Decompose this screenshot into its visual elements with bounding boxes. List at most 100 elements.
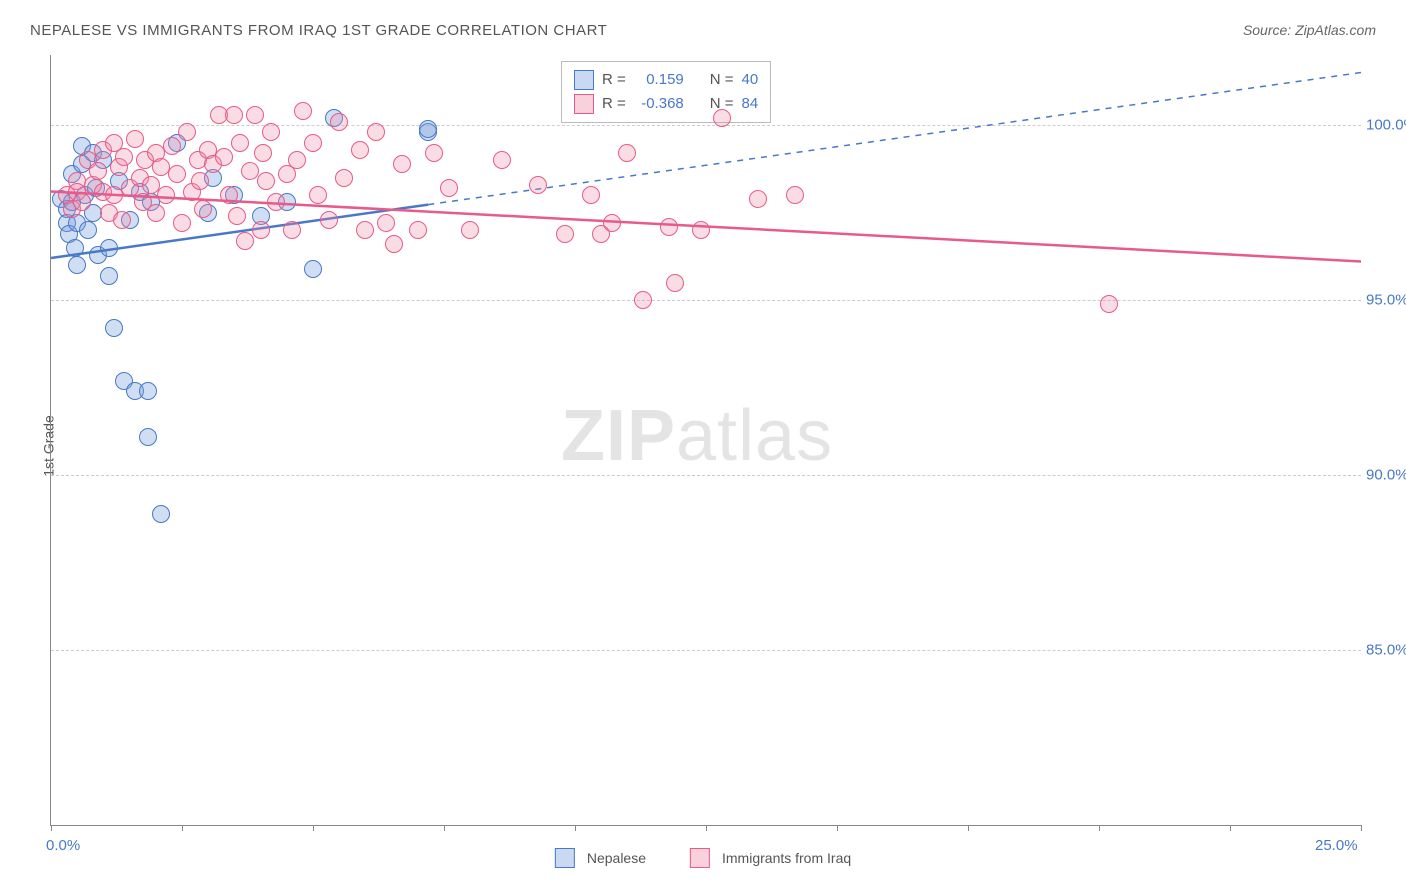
scatter-point: [236, 232, 254, 250]
scatter-point: [262, 123, 280, 141]
r-label: R =: [602, 92, 626, 116]
scatter-point: [393, 155, 411, 173]
scatter-point: [1100, 295, 1118, 313]
scatter-point: [351, 141, 369, 159]
scatter-point: [139, 382, 157, 400]
x-tick: [968, 825, 969, 831]
x-tick-label: 0.0%: [46, 837, 80, 854]
scatter-point: [749, 190, 767, 208]
scatter-point: [320, 211, 338, 229]
scatter-point: [692, 221, 710, 239]
scatter-point: [147, 204, 165, 222]
scatter-point: [139, 428, 157, 446]
scatter-point: [257, 172, 275, 190]
y-tick-label: 90.0%: [1366, 467, 1406, 484]
source-label: Source: ZipAtlas.com: [1243, 22, 1376, 38]
scatter-point: [115, 148, 133, 166]
scatter-point: [529, 176, 547, 194]
scatter-point: [152, 505, 170, 523]
scatter-point: [231, 134, 249, 152]
scatter-point: [582, 186, 600, 204]
plot-area: ZIPatlas R = 0.159 N = 40 R = -0.368 N =…: [50, 55, 1361, 826]
chart-title: NEPALESE VS IMMIGRANTS FROM IRAQ 1ST GRA…: [30, 22, 607, 39]
scatter-point: [194, 200, 212, 218]
legend-label: Immigrants from Iraq: [722, 850, 851, 866]
gridline: [51, 125, 1361, 126]
scatter-point: [786, 186, 804, 204]
scatter-point: [89, 162, 107, 180]
y-tick-label: 95.0%: [1366, 292, 1406, 309]
n-value: 84: [742, 92, 759, 116]
legend-label: Nepalese: [587, 850, 646, 866]
scatter-point: [228, 207, 246, 225]
scatter-point: [100, 267, 118, 285]
scatter-point: [163, 137, 181, 155]
scatter-point: [440, 179, 458, 197]
correlation-legend: R = 0.159 N = 40 R = -0.368 N = 84: [561, 61, 771, 123]
scatter-point: [178, 123, 196, 141]
gridline: [51, 650, 1361, 651]
scatter-point: [254, 144, 272, 162]
scatter-point: [157, 186, 175, 204]
x-tick: [575, 825, 576, 831]
scatter-point: [168, 165, 186, 183]
scatter-point: [126, 130, 144, 148]
scatter-point: [220, 186, 238, 204]
x-tick: [313, 825, 314, 831]
watermark-zip: ZIP: [561, 396, 676, 476]
scatter-point: [68, 256, 86, 274]
scatter-point: [113, 211, 131, 229]
scatter-point: [283, 221, 301, 239]
scatter-point: [330, 113, 348, 131]
r-label: R =: [602, 68, 626, 92]
scatter-point: [556, 225, 574, 243]
y-tick-label: 100.0%: [1366, 117, 1406, 134]
x-tick: [1361, 825, 1362, 831]
x-tick: [182, 825, 183, 831]
gridline: [51, 475, 1361, 476]
scatter-point: [461, 221, 479, 239]
swatch-icon: [555, 848, 575, 868]
scatter-point: [425, 144, 443, 162]
gridline: [51, 300, 1361, 301]
n-value: 40: [742, 68, 759, 92]
scatter-point: [294, 102, 312, 120]
x-tick-label: 25.0%: [1315, 837, 1358, 854]
swatch-icon: [690, 848, 710, 868]
scatter-point: [215, 148, 233, 166]
x-tick: [51, 825, 52, 831]
scatter-point: [660, 218, 678, 236]
scatter-point: [419, 120, 437, 138]
scatter-point: [666, 274, 684, 292]
y-tick-label: 85.0%: [1366, 642, 1406, 659]
r-value: 0.159: [634, 68, 684, 92]
scatter-point: [225, 106, 243, 124]
legend-row: R = 0.159 N = 40: [574, 68, 758, 92]
scatter-point: [356, 221, 374, 239]
scatter-point: [267, 193, 285, 211]
scatter-point: [191, 172, 209, 190]
scatter-point: [142, 176, 160, 194]
scatter-point: [173, 214, 191, 232]
scatter-point: [73, 193, 91, 211]
scatter-point: [241, 162, 259, 180]
scatter-point: [288, 151, 306, 169]
scatter-point: [713, 109, 731, 127]
scatter-point: [309, 186, 327, 204]
swatch-icon: [574, 70, 594, 90]
watermark: ZIPatlas: [561, 395, 833, 477]
watermark-atlas: atlas: [676, 396, 833, 476]
scatter-point: [367, 123, 385, 141]
x-tick: [706, 825, 707, 831]
scatter-point: [66, 239, 84, 257]
series-legend: Nepalese Immigrants from Iraq: [555, 848, 851, 868]
scatter-point: [246, 106, 264, 124]
scatter-point: [100, 239, 118, 257]
scatter-point: [252, 221, 270, 239]
scatter-point: [304, 134, 322, 152]
x-tick: [1099, 825, 1100, 831]
swatch-icon: [574, 94, 594, 114]
scatter-point: [603, 214, 621, 232]
scatter-point: [335, 169, 353, 187]
x-tick: [837, 825, 838, 831]
